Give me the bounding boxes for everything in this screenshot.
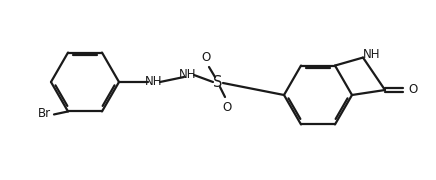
- Text: NH: NH: [145, 75, 163, 87]
- Text: NH: NH: [179, 68, 197, 80]
- Text: S: S: [213, 75, 223, 89]
- Text: NH: NH: [363, 48, 381, 61]
- Text: O: O: [409, 82, 418, 96]
- Text: O: O: [201, 51, 211, 64]
- Text: O: O: [222, 100, 232, 114]
- Text: Br: Br: [37, 107, 51, 120]
